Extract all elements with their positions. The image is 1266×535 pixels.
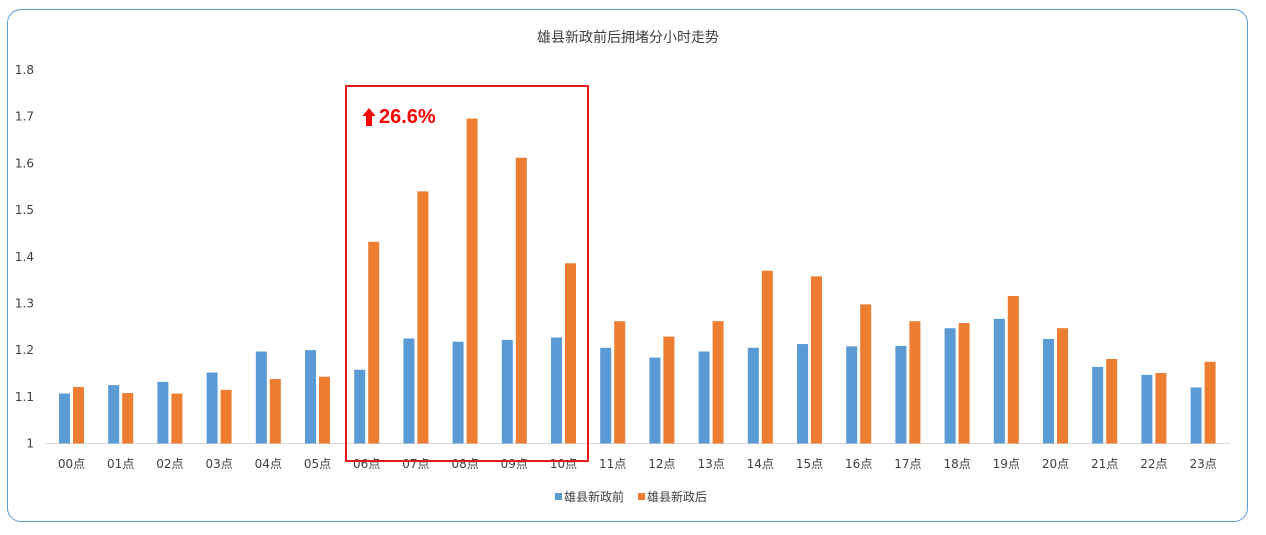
x-tick-label: 20点 <box>1042 457 1069 471</box>
bar-after-19点 <box>1007 295 1019 444</box>
x-tick-label: 11点 <box>599 457 626 471</box>
x-tick-label: 15点 <box>796 457 823 471</box>
bar-before-04点 <box>255 351 267 444</box>
x-tick-label: 18点 <box>943 457 970 471</box>
y-tick-label: 1.5 <box>15 203 34 217</box>
bar-before-02点 <box>157 381 169 444</box>
x-tick-label: 17点 <box>894 457 921 471</box>
y-tick-label: 1.1 <box>15 390 34 404</box>
bar-before-20点 <box>1043 338 1054 444</box>
legend: 雄县新政前 雄县新政后 <box>555 489 707 504</box>
bar-after-13点 <box>712 321 724 444</box>
bar-before-12点 <box>649 357 661 444</box>
bar-after-07点 <box>417 191 429 444</box>
bar-before-07点 <box>403 338 415 444</box>
x-tick-label: 02点 <box>156 457 183 471</box>
y-tick-label: 1.7 <box>15 110 34 124</box>
bar-after-09点 <box>515 157 527 444</box>
bar-after-21点 <box>1106 358 1118 444</box>
x-tick-label: 16点 <box>845 457 872 471</box>
bar-after-16点 <box>860 304 872 444</box>
y-tick-label: 1.4 <box>15 250 34 264</box>
highlight-box <box>345 85 589 462</box>
x-tick-label: 00点 <box>58 457 85 471</box>
x-tick-label: 06点 <box>353 457 380 471</box>
x-tick-label: 07点 <box>402 457 429 471</box>
bar-after-04点 <box>269 379 281 444</box>
legend-label: 雄县新政前 <box>564 489 624 504</box>
y-tick-label: 1.8 <box>15 63 34 77</box>
bar-before-23点 <box>1190 387 1202 444</box>
bar-before-10点 <box>551 337 562 444</box>
x-tick-label: 14点 <box>747 457 774 471</box>
x-tick-label: 01点 <box>107 457 134 471</box>
x-tick-label: 10点 <box>550 457 577 471</box>
up-arrow-icon <box>362 108 376 126</box>
bar-after-15点 <box>811 276 822 444</box>
annotation: 26.6% <box>362 106 436 128</box>
y-axis: 1 1.1 1.2 1.3 1.4 1.5 1.6 1.7 1.8 <box>15 63 34 451</box>
bar-after-03点 <box>220 389 232 444</box>
bar-before-11点 <box>600 347 612 444</box>
y-tick-label: 1.2 <box>15 343 34 357</box>
bar-before-14点 <box>747 347 759 444</box>
x-tick-label: 03点 <box>205 457 232 471</box>
x-tick-label: 09点 <box>501 457 528 471</box>
legend-swatch <box>638 493 645 500</box>
bars <box>59 118 1216 444</box>
y-tick-label: 1.3 <box>15 296 34 310</box>
legend-label: 雄县新政后 <box>647 489 707 504</box>
y-tick-label: 1 <box>26 437 34 451</box>
bar-after-05点 <box>319 376 330 444</box>
bar-before-19点 <box>993 318 1005 444</box>
legend-swatch <box>555 493 562 500</box>
bar-before-13点 <box>698 351 710 444</box>
chart-title: 雄县新政前后拥堵分小时走势 <box>537 29 719 46</box>
bar-before-05点 <box>305 350 316 444</box>
x-tick-label: 22点 <box>1140 457 1167 471</box>
bar-before-15点 <box>797 344 808 444</box>
bar-before-08点 <box>452 341 464 444</box>
bar-after-11点 <box>614 321 626 444</box>
bar-after-17点 <box>909 321 921 444</box>
bar-before-01点 <box>108 385 120 444</box>
bar-before-00点 <box>59 393 70 444</box>
bar-after-20点 <box>1057 328 1068 444</box>
bar-after-18点 <box>958 323 970 444</box>
x-tick-label: 04点 <box>255 457 282 471</box>
bar-before-21点 <box>1092 366 1104 444</box>
bar-after-22点 <box>1155 373 1167 444</box>
bar-after-02点 <box>171 393 183 444</box>
bar-before-16点 <box>846 346 858 444</box>
y-tick-label: 1.6 <box>15 156 34 170</box>
bar-after-12点 <box>663 336 675 444</box>
bar-before-03点 <box>206 372 218 444</box>
annotation-label: 26.6% <box>379 106 436 128</box>
bar-after-10点 <box>565 263 576 444</box>
x-tick-label: 08点 <box>451 457 478 471</box>
x-tick-label: 19点 <box>993 457 1020 471</box>
bar-after-14点 <box>761 270 773 444</box>
x-tick-label: 05点 <box>304 457 331 471</box>
bar-before-22点 <box>1141 374 1153 444</box>
x-tick-label: 13点 <box>697 457 724 471</box>
bar-after-01点 <box>122 393 134 444</box>
x-tick-label: 12点 <box>648 457 675 471</box>
bar-before-17点 <box>895 345 907 444</box>
bar-before-09点 <box>501 339 513 444</box>
bar-after-00点 <box>73 387 84 444</box>
bar-after-08点 <box>466 118 478 444</box>
bar-after-23点 <box>1204 361 1216 444</box>
bar-before-18点 <box>944 328 956 444</box>
bar-after-06点 <box>368 241 380 444</box>
x-tick-label: 21点 <box>1091 457 1118 471</box>
bar-before-06点 <box>354 369 366 444</box>
x-axis-labels: 00点 01点 02点 03点 04点 05点 06点 07点 08点 09点 10点 11点 12点 1… <box>58 457 1217 471</box>
x-tick-label: 23点 <box>1189 457 1216 471</box>
